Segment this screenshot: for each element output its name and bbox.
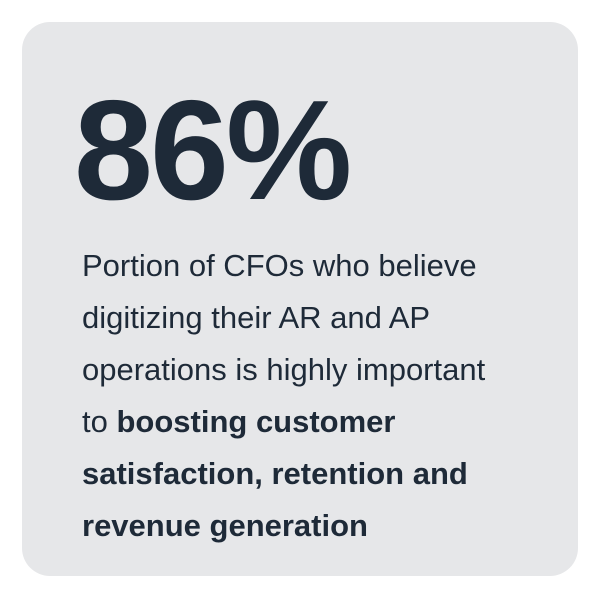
- description-line-3: operations is highly important: [82, 352, 486, 387]
- stat-card: 86% Portion of CFOs who believe digitizi…: [22, 22, 578, 576]
- stat-description: Portion of CFOs who believe digitizing t…: [82, 240, 572, 552]
- description-line-4-regular: to: [82, 404, 117, 439]
- description-line-4: to boosting customer: [82, 396, 572, 448]
- description-line-1: Portion of CFOs who believe: [82, 248, 477, 283]
- description-line-4-bold: boosting customer: [116, 404, 396, 439]
- description-line-6: revenue generation: [82, 508, 368, 543]
- stat-value: 86%: [74, 71, 352, 230]
- description-line-5: satisfaction, retention and: [82, 456, 468, 491]
- description-line-2: digitizing their AR and AP: [82, 300, 431, 335]
